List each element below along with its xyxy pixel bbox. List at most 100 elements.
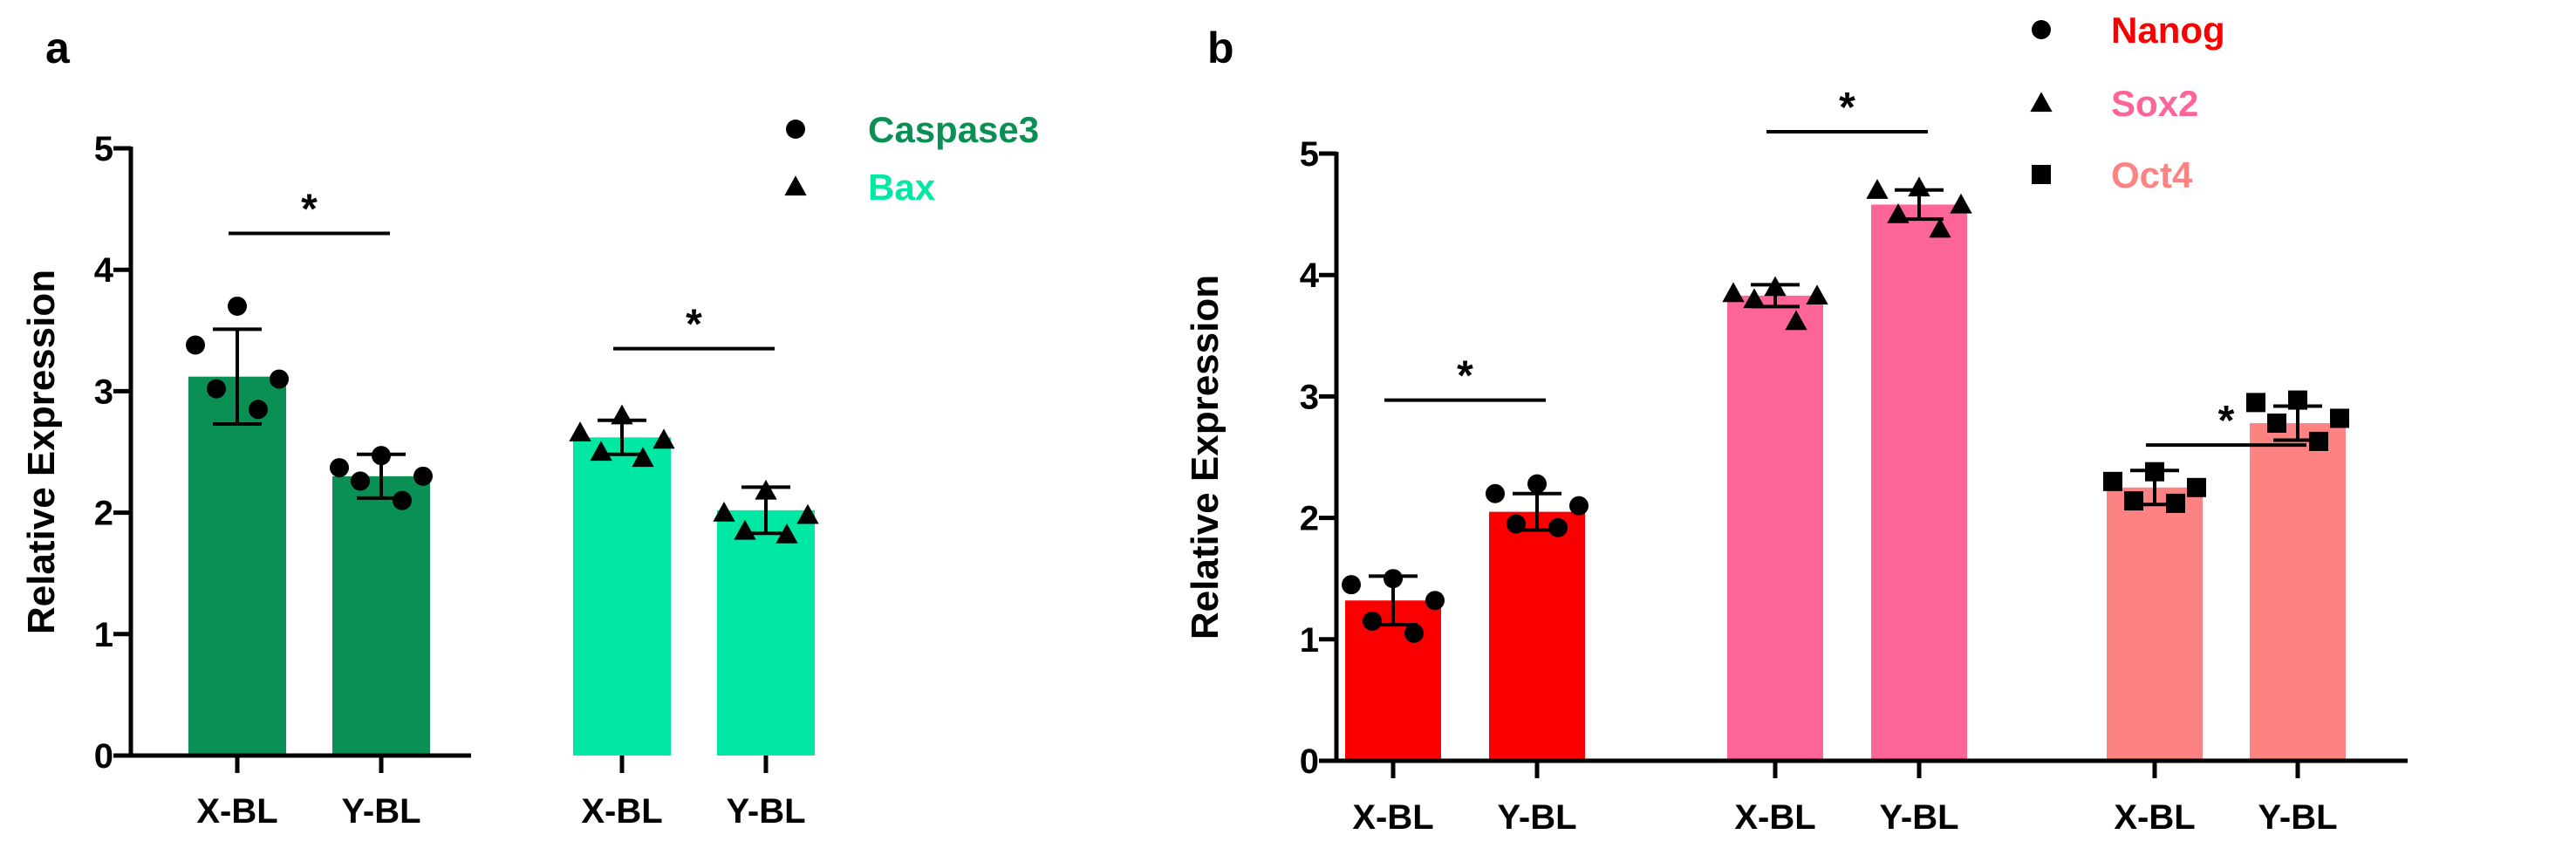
x-tick-label: X-BL	[196, 792, 277, 831]
x-tick-label: X-BL	[1734, 798, 1815, 837]
data-point	[611, 404, 633, 425]
data-point	[632, 447, 654, 468]
significance-label: *	[1457, 353, 1473, 400]
data-point	[2145, 462, 2164, 482]
legend-label: Nanog	[2111, 10, 2225, 51]
y-tick-label: 0	[1300, 742, 1319, 781]
bar	[1489, 511, 1585, 761]
data-point	[776, 523, 798, 544]
legend-label: Oct4	[2111, 154, 2193, 195]
data-point	[2246, 393, 2265, 413]
y-axis-title: Relative Expression	[1184, 275, 1227, 640]
data-point	[590, 441, 612, 462]
data-point	[755, 479, 777, 500]
legend-entry: Caspase3	[786, 109, 1039, 150]
data-point	[1785, 310, 1807, 331]
data-point	[372, 446, 391, 466]
y-tick-label: 5	[94, 130, 113, 168]
bar	[1871, 204, 1967, 762]
data-point	[1887, 202, 1910, 223]
data-point	[1548, 517, 1568, 537]
data-point	[2267, 414, 2286, 434]
x-tick-label: Y-BL	[1879, 798, 1958, 837]
data-point	[270, 369, 289, 389]
data-point	[2309, 431, 2328, 451]
data-point	[1569, 496, 1589, 516]
x-tick-label: Y-BL	[1497, 798, 1576, 837]
y-tick-label: 4	[1300, 256, 1320, 295]
y-tick-label: 3	[94, 373, 113, 411]
data-point	[653, 428, 675, 449]
x-tick-label: X-BL	[2114, 798, 2195, 837]
significance-label: *	[1839, 85, 1855, 131]
data-point	[413, 466, 433, 486]
data-point	[1342, 575, 1361, 595]
panel-label: b	[1207, 24, 1234, 72]
legend-label: Bax	[868, 167, 936, 208]
data-point	[569, 421, 591, 441]
panel-label: a	[45, 24, 71, 72]
data-point	[393, 490, 412, 510]
bar	[1345, 600, 1441, 761]
data-point	[2187, 477, 2206, 497]
data-point	[1743, 288, 1766, 309]
data-point	[1425, 591, 1445, 611]
x-tick-label: X-BL	[1352, 798, 1433, 837]
data-point	[2166, 493, 2185, 513]
x-tick-label: X-BL	[581, 792, 662, 831]
y-tick-label: 1	[1300, 621, 1319, 660]
data-point	[713, 501, 735, 522]
legend-entry: Sox2	[2030, 83, 2198, 124]
data-point	[1806, 284, 1828, 304]
data-point	[330, 458, 349, 478]
y-tick-label: 3	[1300, 378, 1319, 416]
legend-label: Sox2	[2111, 83, 2198, 124]
data-point	[351, 471, 370, 491]
y-tick-label: 0	[94, 737, 113, 776]
significance-label: *	[686, 302, 702, 348]
y-tick-label: 1	[94, 616, 113, 654]
data-point	[1929, 217, 1951, 238]
bar	[188, 376, 286, 756]
data-point	[2288, 390, 2307, 410]
error-bar	[213, 327, 262, 426]
legend-marker	[784, 175, 807, 196]
x-tick-label: Y-BL	[726, 792, 805, 831]
y-tick-label: 2	[94, 495, 113, 533]
data-point	[1764, 276, 1787, 297]
data-point	[1363, 611, 1382, 631]
y-tick-label: 2	[1300, 500, 1319, 538]
bar	[717, 510, 815, 756]
legend-entry: Nanog	[2032, 10, 2225, 51]
legend-entry: Oct4	[2032, 154, 2193, 195]
bar	[573, 437, 671, 756]
legend-marker	[2032, 165, 2051, 184]
legend-marker	[2030, 92, 2053, 113]
bar	[332, 475, 430, 756]
data-point	[1527, 474, 1547, 494]
x-tick-label: Y-BL	[341, 792, 420, 831]
legend-label: Caspase3	[868, 109, 1039, 150]
panel-a-chart: a 0 1 2 3 4 5 Relative Expression X-BL Y-BL X-BL Y-…	[20, 24, 1039, 831]
data-point	[186, 335, 205, 355]
legend-marker	[786, 120, 805, 139]
data-point	[2124, 491, 2143, 511]
data-point	[207, 379, 226, 399]
bar	[2250, 423, 2346, 761]
y-tick-label: 5	[1300, 135, 1319, 174]
data-point	[1866, 179, 1889, 199]
data-point	[1507, 514, 1526, 534]
data-point	[1950, 193, 1972, 214]
data-point	[1722, 282, 1745, 303]
data-point	[796, 503, 819, 524]
data-point	[1486, 483, 1505, 503]
panel-b-chart: b 0 1 2 3 4 5 Relative Expression X-BL Y-BL X-BL Y-…	[1184, 10, 2408, 837]
data-point	[2103, 471, 2122, 491]
data-point	[249, 400, 268, 420]
y-axis-title: Relative Expression	[20, 270, 63, 634]
x-tick-label: Y-BL	[2258, 798, 2337, 837]
bar	[2107, 487, 2203, 761]
data-point	[1404, 623, 1424, 643]
significance-label: *	[301, 186, 318, 232]
